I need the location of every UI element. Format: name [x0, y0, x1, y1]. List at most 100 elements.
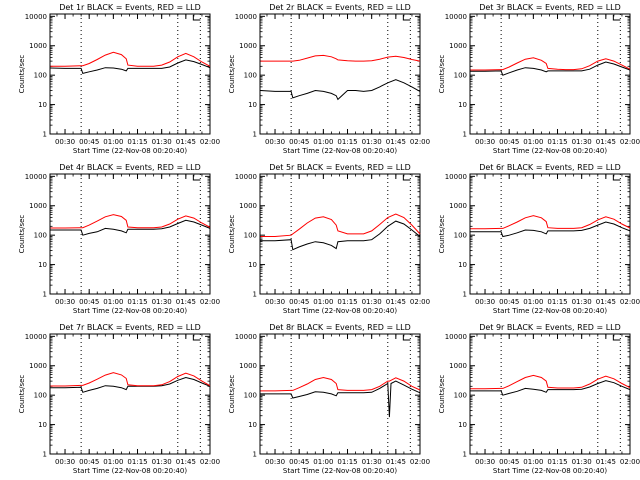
plot-frame: [49, 173, 211, 295]
x-tick-label: 00:30: [475, 298, 495, 306]
plot-frame: [469, 333, 631, 455]
events-series-line: [260, 380, 421, 418]
detector-panel: Det 9r BLACK = Events, RED = LLD 1 10 100 10…: [438, 323, 640, 475]
x-tick-label: 01:15: [127, 458, 147, 466]
panel-title: Det 8r BLACK = Events, RED = LLD: [269, 323, 411, 332]
x-tick-label: 01:45: [596, 138, 616, 146]
x-tick-label: 00:45: [79, 298, 99, 306]
lld-series-line: [50, 51, 211, 67]
lld-series-line: [260, 54, 421, 62]
x-tick-label: 00:45: [499, 138, 519, 146]
x-tick-label: 00:30: [265, 458, 285, 466]
x-tick-label: 01:15: [547, 458, 567, 466]
x-tick-label: 01:45: [176, 138, 196, 146]
y-tick-label: 10000: [25, 333, 47, 341]
y-axis-label: Counts/sec: [228, 375, 236, 414]
y-tick-label: 100: [244, 232, 257, 240]
bracket-marker: [402, 175, 411, 181]
x-tick-label: 01:00: [313, 458, 333, 466]
detector-panel: Det 2r BLACK = Events, RED = LLD 1 10 100 10…: [228, 3, 430, 155]
x-tick-label: 02:00: [410, 458, 430, 466]
x-tick-label: 02:00: [620, 298, 640, 306]
x-tick-label: 01:30: [362, 458, 382, 466]
plot-frame: [259, 13, 421, 135]
panel-title: Det 7r BLACK = Events, RED = LLD: [59, 323, 201, 332]
y-tick-label: 1: [253, 451, 257, 459]
detector-panel: Det 5r BLACK = Events, RED = LLD 1 10 100 10…: [228, 163, 430, 315]
plot-frame: [469, 173, 631, 295]
x-tick-label: 01:45: [176, 458, 196, 466]
y-tick-label: 1: [43, 291, 47, 299]
x-tick-label: 02:00: [200, 458, 220, 466]
y-tick-label: 1: [463, 131, 467, 139]
y-tick-label: 100: [34, 72, 47, 80]
y-tick-label: 1: [463, 291, 467, 299]
plot-frame: [49, 333, 211, 455]
x-tick-label: 00:30: [55, 298, 75, 306]
y-tick-label: 1000: [449, 362, 467, 370]
x-tick-label: 01:30: [152, 138, 172, 146]
y-axis-label: Counts/sec: [18, 215, 26, 254]
events-series-line: [260, 220, 421, 251]
y-tick-label: 1: [463, 451, 467, 459]
x-tick-label: 00:45: [289, 458, 309, 466]
x-axis-label: Start Time (22-Nov-08 00:20:40): [283, 147, 397, 155]
y-tick-label: 10: [248, 421, 257, 429]
x-tick-label: 00:30: [475, 138, 495, 146]
x-axis-label: Start Time (22-Nov-08 00:20:40): [73, 147, 187, 155]
bracket-marker: [192, 335, 201, 341]
panel-title: Det 6r BLACK = Events, RED = LLD: [479, 163, 621, 172]
detector-panel: Det 1r BLACK = Events, RED = LLD 1 10 100 10…: [18, 3, 220, 155]
lld-series-line: [470, 57, 631, 71]
bracket-marker: [402, 15, 411, 21]
x-tick-label: 01:15: [337, 458, 357, 466]
y-tick-label: 10: [248, 261, 257, 269]
lld-series-line: [470, 215, 631, 230]
lld-series-line: [260, 213, 421, 237]
detector-panel: Det 3r BLACK = Events, RED = LLD 1 10 100 10…: [438, 3, 640, 155]
y-tick-label: 1000: [29, 362, 47, 370]
bracket-marker: [612, 15, 621, 21]
x-tick-label: 02:00: [620, 458, 640, 466]
y-tick-label: 10000: [235, 333, 257, 341]
y-tick-label: 1: [43, 451, 47, 459]
events-series-line: [470, 380, 631, 396]
x-tick-label: 01:30: [362, 298, 382, 306]
x-tick-label: 01:30: [572, 458, 592, 466]
x-tick-label: 00:45: [289, 298, 309, 306]
y-tick-label: 10: [458, 261, 467, 269]
plot-frame: [469, 13, 631, 135]
x-tick-label: 01:15: [127, 138, 147, 146]
y-axis-label: Counts/sec: [228, 215, 236, 254]
x-tick-label: 00:45: [79, 138, 99, 146]
plot-frame: [259, 333, 421, 455]
x-tick-label: 00:30: [475, 458, 495, 466]
x-tick-label: 01:15: [127, 298, 147, 306]
y-tick-label: 1000: [449, 202, 467, 210]
x-tick-label: 01:00: [313, 138, 333, 146]
x-tick-label: 01:00: [523, 458, 543, 466]
bracket-marker: [192, 175, 201, 181]
x-tick-label: 02:00: [410, 138, 430, 146]
y-tick-label: 100: [454, 392, 467, 400]
x-tick-label: 00:30: [55, 138, 75, 146]
x-tick-label: 02:00: [410, 298, 430, 306]
lld-series-line: [470, 374, 631, 390]
x-tick-label: 01:45: [596, 458, 616, 466]
y-tick-label: 10: [248, 101, 257, 109]
y-tick-label: 1000: [239, 362, 257, 370]
x-tick-label: 00:45: [79, 458, 99, 466]
y-tick-label: 1: [253, 291, 257, 299]
y-tick-label: 10000: [235, 173, 257, 181]
x-tick-label: 01:30: [152, 458, 172, 466]
x-axis-label: Start Time (22-Nov-08 00:20:40): [283, 467, 397, 475]
x-tick-label: 01:15: [337, 138, 357, 146]
x-axis-label: Start Time (22-Nov-08 00:20:40): [73, 307, 187, 315]
y-axis-label: Counts/sec: [438, 375, 446, 414]
x-tick-label: 02:00: [200, 138, 220, 146]
x-tick-label: 01:00: [523, 298, 543, 306]
x-tick-label: 01:15: [547, 298, 567, 306]
detector-panel: Det 7r BLACK = Events, RED = LLD 1 10 100 10…: [18, 323, 220, 475]
panel-title: Det 5r BLACK = Events, RED = LLD: [269, 163, 411, 172]
y-tick-label: 10000: [235, 13, 257, 21]
